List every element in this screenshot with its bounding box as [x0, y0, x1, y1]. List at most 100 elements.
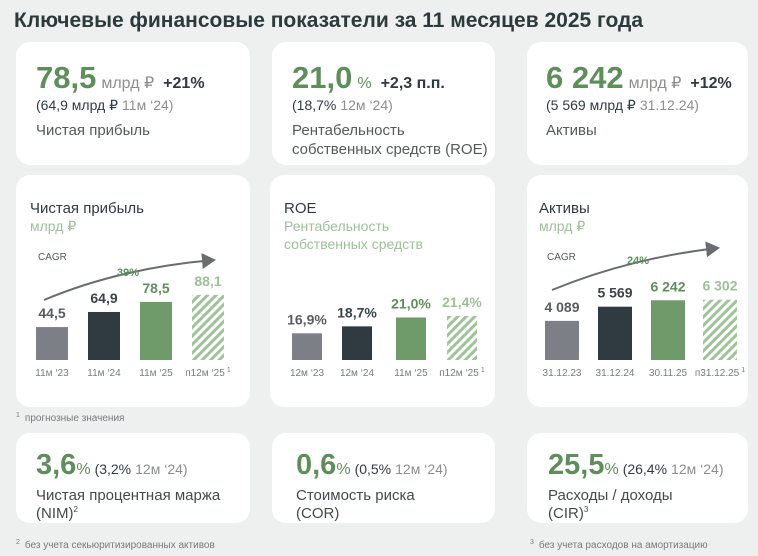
annotation: 24%: [627, 255, 649, 267]
kpi-prev: (26,4%: [623, 461, 667, 477]
footnote-mark: 3: [530, 539, 534, 546]
kpi-note: 2: [74, 505, 79, 514]
card: [16, 433, 250, 523]
value-label: 21,4%: [442, 294, 482, 310]
value-label: 44,5: [38, 305, 65, 321]
chart-subtitle: млрд ₽: [539, 218, 585, 234]
category-label: 12м ‘24: [340, 368, 375, 379]
kpi-label-text: (COR): [296, 505, 339, 522]
value-label: 4 089: [544, 299, 579, 315]
kpi-prev-period: 12м ‘24): [135, 461, 187, 477]
kpi-prev: (18,7%: [292, 97, 336, 113]
value-label: 21,0%: [391, 295, 431, 311]
chart-title: Чистая прибыль: [30, 200, 144, 217]
category-label: 11м ‘24: [87, 368, 121, 379]
category-label: п31.12.25 1: [695, 367, 745, 379]
kpi-prev-period: 12м ‘24): [671, 461, 723, 477]
category-text: 12м ‘23: [290, 368, 325, 379]
card: [16, 42, 250, 165]
kpi-prev-period: 12м ‘24): [340, 97, 392, 113]
card: [16, 175, 250, 407]
kpi-prev: (3,2%: [95, 461, 132, 477]
category-label: п12м ‘25 1: [185, 367, 231, 379]
bar: [651, 300, 685, 360]
value-label: 78,5: [142, 280, 169, 296]
kpi-unit: млрд ₽: [101, 75, 154, 92]
kpi-label: Чистая прибыль: [36, 122, 150, 139]
category-text: п12м ‘25: [439, 368, 479, 379]
kpi-label: собственных средств (ROE): [292, 141, 488, 158]
kpi-prev: (5 569 млрд ₽: [546, 97, 636, 113]
footnote-text: прогнозные значения: [25, 413, 125, 424]
kpi-line: 78,5 млрд ₽ +21%: [36, 60, 205, 95]
card: [527, 175, 748, 407]
kpi-label-text: (NIM): [36, 505, 74, 522]
kpi-line: 0,6% (0,5% 12м ‘24): [296, 449, 448, 481]
bar: [36, 327, 68, 360]
kpi-line: 6 242 млрд ₽ +12%: [546, 60, 732, 95]
kpi-prev-line: (5 569 млрд ₽31.12.24): [546, 97, 699, 113]
bar: [545, 320, 579, 360]
bar: [192, 294, 224, 360]
kpi-line: 21,0% +2,3 п.п.: [292, 60, 445, 95]
kpi-prev-period: 12м ‘24): [395, 461, 447, 477]
footnote-mark: 2: [16, 539, 20, 546]
kpi-prev-period: 31.12.24): [640, 97, 699, 113]
footnote-mark: 1: [16, 412, 20, 419]
cagr-arrow: [43, 253, 216, 301]
kpi-label: Расходы / доходы: [548, 487, 673, 504]
category-label: п12м ‘25 1: [439, 367, 485, 379]
bar: [396, 317, 426, 360]
category-note: 1: [227, 367, 231, 374]
kpi-prev-line: (64,9 млрд ₽11м ‘24): [36, 97, 173, 113]
kpi-note: 3: [584, 505, 589, 514]
category-text: п12м ‘25: [185, 368, 225, 379]
kpi-line: 3,6% (3,2% 12м ‘24): [36, 449, 188, 481]
bar: [88, 311, 120, 360]
kpi-value: 6 242: [546, 60, 624, 95]
chart-title: Активы: [539, 200, 590, 217]
category-text: 11м ‘23: [35, 368, 69, 379]
chart-subtitle: собственных средств: [284, 236, 423, 252]
footnote-text: без учета секьюритизированных активов: [25, 539, 215, 551]
category-text: 31.12.24: [596, 368, 635, 379]
page-title: Ключевые финансовые показатели за 11 мес…: [14, 9, 643, 32]
bar: [447, 315, 477, 360]
category-label: 12м ‘23: [290, 368, 325, 379]
annotation-label: CAGR: [38, 252, 67, 263]
kpi-unit: %: [76, 461, 90, 478]
bar: [292, 333, 322, 360]
footnote: 3 без учета расходов на амортизацию: [530, 539, 708, 551]
kpi-prev-line: (18,7% 12м ‘24): [292, 97, 393, 113]
kpi-label-text: (CIR): [548, 505, 584, 522]
kpi-unit: %: [604, 461, 618, 478]
category-note: 1: [741, 367, 745, 374]
chart-subtitle: Рентабельность: [284, 218, 389, 234]
category-text: п31.12.25: [695, 368, 740, 379]
kpi-line: 25,5% (26,4% 12м ‘24): [548, 449, 723, 481]
card: [272, 42, 495, 165]
category-note: 1: [481, 367, 485, 374]
chart-subtitle: млрд ₽: [30, 218, 76, 234]
category-label: 31.12.23: [543, 368, 582, 379]
kpi-change: +12%: [690, 75, 731, 92]
kpi-unit: %: [357, 75, 371, 92]
kpi-value: 25,5: [548, 449, 604, 481]
kpi-value: 78,5: [36, 60, 96, 95]
kpi-change: +2,3 п.п.: [381, 75, 445, 92]
annotation-label: CAGR: [547, 252, 576, 263]
kpi-label: Рентабельность: [292, 122, 405, 139]
category-text: 30.11.25: [649, 368, 688, 379]
kpi-label: (COR): [296, 505, 339, 522]
bar: [598, 306, 632, 360]
category-text: 12м ‘24: [340, 368, 375, 379]
value-label: 16,9%: [287, 311, 327, 327]
kpi-label: (NIM)2: [36, 505, 79, 522]
value-label: 64,9: [90, 290, 117, 306]
category-text: 31.12.23: [543, 368, 582, 379]
kpi-label-text: Расходы / доходы: [548, 487, 673, 504]
category-label: 30.11.25: [649, 368, 688, 379]
category-label: 11м ‘25: [394, 368, 428, 379]
